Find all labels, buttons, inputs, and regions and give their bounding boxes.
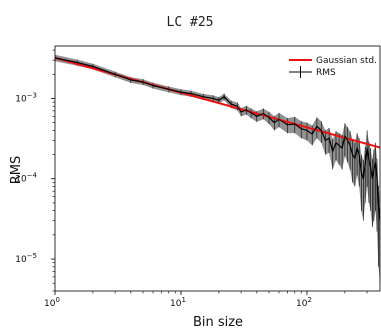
plot-area	[54, 45, 381, 292]
legend-rms-swatch	[289, 66, 312, 78]
y-tick-label: 10−5	[15, 252, 37, 265]
legend-rms-label: RMS	[316, 68, 336, 78]
legend-gaussian-label: Gaussian std.	[316, 56, 377, 66]
rms-line	[55, 57, 380, 221]
legend: Gaussian std. RMS	[289, 56, 377, 78]
rms-error-band	[55, 54, 380, 284]
plot-frame	[54, 45, 381, 292]
x-axis-label: Bin size	[193, 315, 243, 330]
x-axis-ticks: 100 101 102	[44, 291, 368, 309]
x-tick-label: 100	[44, 296, 60, 309]
plot-background	[55, 46, 380, 291]
chart-title: LC #25	[167, 15, 214, 30]
x-tick-label: 101	[170, 296, 186, 309]
y-axis-label: RMS	[9, 156, 24, 185]
rms-series	[55, 57, 380, 221]
y-tick-label: 10−3	[15, 91, 37, 104]
x-tick-label: 102	[296, 296, 312, 309]
